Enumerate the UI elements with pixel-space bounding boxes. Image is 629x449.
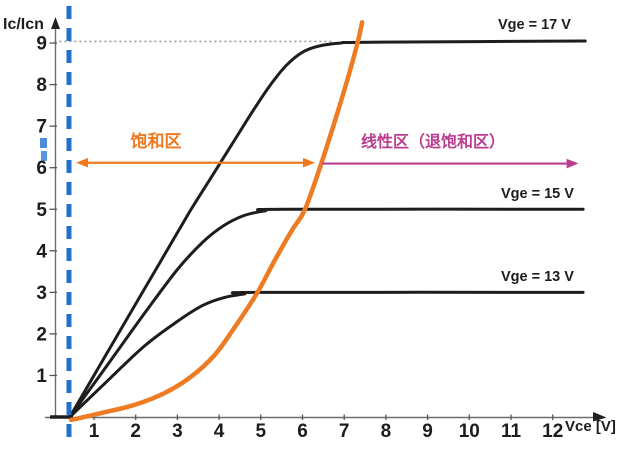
y-axis-title: Ic/Icn (3, 16, 44, 33)
y-tick-label: 5 (36, 200, 47, 221)
x-axis-title: Vce [V] (565, 418, 616, 435)
y-axis-arrowhead (51, 17, 60, 29)
x-tick-label: 4 (214, 421, 225, 442)
x-tick-label: 12 (542, 421, 563, 442)
linear-region-arrow-head-right (566, 158, 579, 169)
x-tick-label: 9 (422, 421, 433, 442)
x-tick-label: 11 (501, 421, 522, 442)
curve-label-vge-13: Vge = 13 V (501, 269, 574, 285)
x-tick-label: 8 (381, 421, 392, 442)
x-tick-label: 10 (459, 421, 480, 442)
y-tick-label: 1 (36, 366, 47, 387)
desaturation-curve (68, 20, 365, 423)
curve-label-vge-17: Vge = 17 V (498, 17, 571, 33)
stray-blue-artifact (40, 138, 47, 148)
x-tick-label: 3 (172, 421, 183, 442)
x-axis-arrowhead (593, 412, 607, 422)
y-tick-label: 9 (36, 34, 47, 55)
x-tick-label: 5 (256, 421, 267, 442)
y-tick-label: 2 (36, 324, 47, 345)
stray-blue-artifact (41, 151, 47, 161)
x-tick-label: 6 (297, 421, 308, 442)
y-tick-label: 4 (36, 241, 47, 262)
curve-vge-13 (68, 290, 585, 419)
curve-vge-15 (68, 207, 585, 419)
x-tick-label: 1 (89, 421, 100, 442)
y-tick-label: 6 (36, 158, 47, 179)
curve-label-vge-15: Vge = 15 V (501, 186, 574, 202)
saturation-region-label: 饱和区 (130, 132, 182, 151)
y-tick-label: 3 (36, 283, 47, 304)
y-tick-label: 8 (36, 75, 47, 96)
curve-vge-17 (68, 39, 587, 419)
x-tick-label: 2 (130, 421, 141, 442)
linear-region-label: 线性区（退饱和区） (360, 134, 505, 151)
saturation-region-arrow-head-right (303, 157, 316, 168)
y-tick-label: 7 (36, 117, 47, 138)
saturation-region-arrow-head-left (76, 157, 89, 168)
x-tick-label: 7 (339, 421, 350, 442)
